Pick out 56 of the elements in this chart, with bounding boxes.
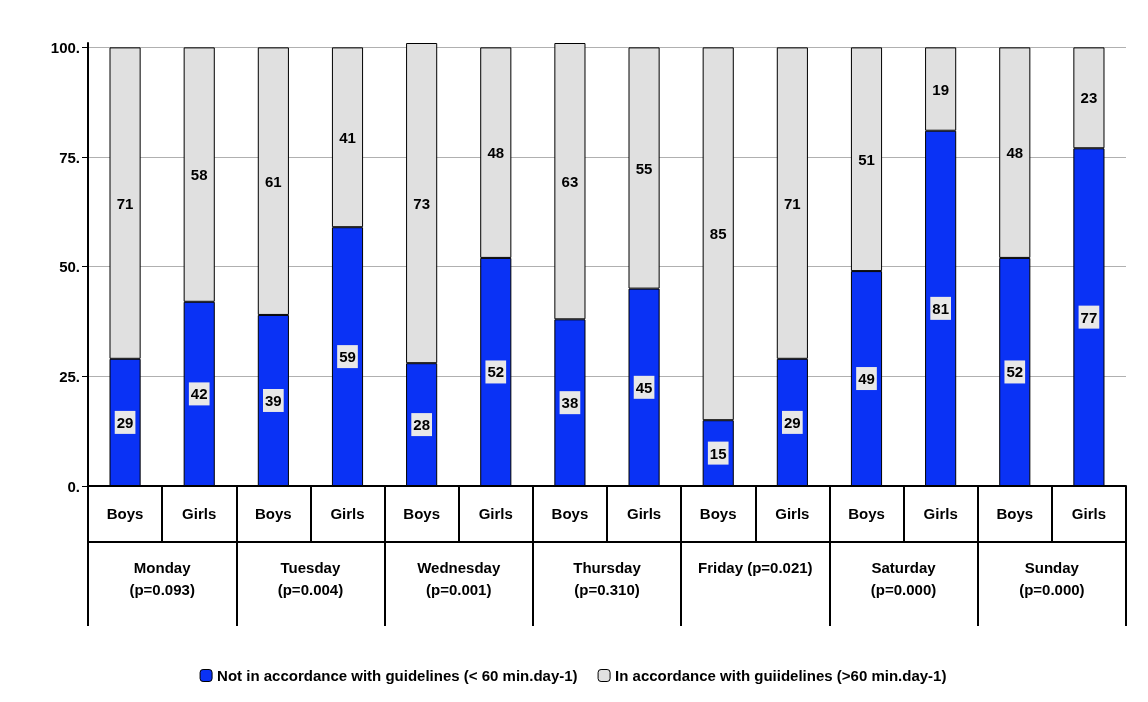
data-label: 81 [932,299,949,317]
x-tick-label: Boys [106,505,144,522]
y-tick-label: 50. [59,258,80,276]
data-label: 19 [932,80,949,98]
data-label: 77 [1080,308,1098,326]
data-label: 42 [190,385,208,403]
x-tick-label: Boys [996,505,1034,522]
x-tick-label: Girls [775,505,810,522]
legend-label: Not in accordance with guidelines (< 60 min.day-1) [217,667,578,684]
data-label: 45 [635,378,653,396]
data-label: 71 [116,194,134,212]
data-label: 41 [339,128,356,146]
data-label: 29 [116,413,134,431]
legend-label: In accordance with guiidelines (>60 min.day-1) [615,667,947,684]
data-label: 23 [1080,89,1098,107]
y-tick-label: 25. [59,367,80,385]
text: Sunday (p=0.000) [1019,558,1085,598]
x-tick-label: Boys [255,505,292,522]
text: Tuesday (p=0.004) [277,558,344,598]
x-tick-label: Girls [182,505,217,522]
x-tick-label: Girls [330,505,365,522]
data-label: 59 [339,348,356,366]
data-label: 49 [858,370,875,388]
y-tick-label: 100. [50,38,80,56]
text: Wednesday (p=0.001) [417,558,501,598]
data-label: 38 [561,394,579,412]
data-label: 28 [413,416,430,434]
data-label: 51 [858,150,875,168]
data-label: 71 [784,194,801,212]
x-tick-label: Boys [403,505,440,522]
data-label: 52 [1006,363,1024,381]
data-label: 48 [1006,144,1024,162]
x-tick-label: Boys [848,505,885,522]
x-tick-label: Girls [1071,505,1107,522]
data-label: 39 [265,391,282,409]
x-tick-label: Girls [626,505,662,522]
text: Monday (p=0.093) [129,558,195,598]
data-label: 85 [709,225,727,243]
data-label: 15 [709,444,727,462]
data-label: 73 [413,194,430,212]
text: Saturday (p=0.000) [870,558,937,598]
data-label: 61 [265,172,282,190]
y-tick-label: 75. [59,148,80,166]
data-label: 48 [487,144,505,162]
data-label: 52 [487,363,505,381]
data-label: 55 [635,159,653,177]
x-tick-label: Boys [699,505,737,522]
y-tick-label: 0. [67,477,80,495]
text: Friday (p=0.021) [697,558,813,576]
data-label: 63 [561,172,579,190]
data-label: 58 [190,166,208,184]
x-tick-label: Girls [478,505,513,522]
x-tick-label: Girls [923,505,958,522]
data-label: 29 [784,413,801,431]
x-tick-label: Boys [551,505,589,522]
text: Thursday (p=0.310) [573,558,642,598]
